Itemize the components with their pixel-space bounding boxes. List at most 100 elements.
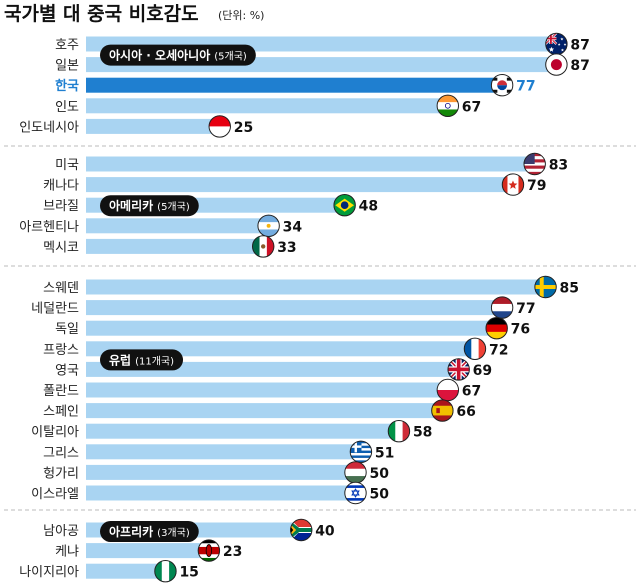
value-label: 87: [570, 38, 589, 54]
region-count: (5개국): [157, 201, 190, 213]
value-label: 58: [413, 425, 432, 441]
region-badge-bg: [100, 349, 184, 371]
spain-flag-icon: [431, 399, 454, 422]
value-label: 83: [549, 158, 568, 174]
country-label: 이탈리아: [31, 425, 79, 440]
country-label: 일본: [55, 59, 79, 74]
country-label: 프랑스: [43, 343, 79, 358]
bar-row: 나이지리아 15: [19, 560, 199, 583]
country-label: 아르헨티나: [19, 220, 79, 235]
region-count: (5개국): [214, 51, 247, 63]
region-name: 유럽: [109, 353, 131, 367]
poland-flag-icon: [436, 378, 460, 402]
value-label: 76: [511, 322, 530, 338]
hungary-flag-icon: [344, 461, 367, 484]
country-label: 브라질: [43, 199, 79, 214]
uk-flag-icon: [447, 358, 470, 381]
nigeria-flag-icon: [154, 560, 177, 583]
country-label: 인도네시아: [19, 120, 79, 135]
bar-row: 프랑스 72: [43, 337, 508, 360]
value-label: 85: [560, 281, 579, 297]
netherlands-flag-icon: [490, 296, 514, 319]
bar-row: 스페인 66: [43, 399, 476, 422]
country-label: 미국: [55, 158, 79, 173]
country-label: 스페인: [43, 405, 79, 420]
country-label: 네덜란드: [31, 302, 79, 317]
value-label: 67: [462, 99, 481, 115]
country-label: 나이지리아: [19, 565, 79, 580]
country-label: 이스라엘: [31, 487, 79, 502]
bar-row: 캐나다 79: [43, 173, 546, 196]
region-badge: 아프리카 (3개국): [100, 521, 199, 542]
region-group: 남아공 40 케냐 23 나이지리아 15 아프리카 (3개국): [19, 518, 335, 583]
country-label: 스웨덴: [43, 281, 79, 296]
country-label: 남아공: [43, 524, 79, 539]
bar-row: 이탈리아 58: [31, 420, 432, 443]
value-label: 25: [234, 120, 253, 136]
bar-row: 그리스 51: [43, 440, 394, 463]
value-label: 67: [462, 384, 481, 400]
region-badge-bg: [100, 195, 199, 217]
value-label: 51: [375, 445, 394, 461]
country-label: 인도: [55, 100, 79, 115]
bar: [86, 156, 537, 172]
country-label: 헝가리: [43, 466, 79, 481]
brazil-flag-icon: [333, 194, 356, 217]
indonesia-flag-icon: [208, 115, 231, 138]
bar-row: 헝가리 50: [43, 461, 389, 484]
india-flag-icon: [436, 94, 460, 118]
bar: [86, 444, 363, 460]
bar: [86, 238, 266, 254]
value-label: 33: [277, 240, 296, 256]
region-name: 아시아 · 오세아니아: [109, 48, 210, 63]
region-name: 아메리카: [109, 198, 153, 213]
value-label: 69: [473, 363, 492, 379]
greece-flag-icon: [349, 440, 373, 463]
bar-row: 미국 83: [55, 152, 568, 176]
bar-row: 브라질 48: [43, 194, 378, 217]
region-group: 호주 87 일본 87 한국 77 인도 67 인도네시아 25 아시아 · 오세아니아 (5개국): [19, 32, 590, 138]
france-flag-icon: [463, 337, 487, 360]
chart-title: 국가별 대 중국 비호감도: [4, 3, 199, 25]
value-label: 23: [223, 544, 242, 560]
bar: [86, 320, 499, 336]
bar-row: 아르헨티나 34: [19, 214, 302, 238]
value-label: 15: [179, 565, 198, 581]
bar: [86, 218, 271, 234]
country-label: 호주: [55, 38, 79, 53]
bar-row: 멕시코 33: [43, 235, 297, 258]
canada-flag-icon: [501, 173, 525, 196]
country-label: 캐나다: [43, 179, 79, 194]
bar: [86, 177, 515, 193]
korea-flag-icon: [490, 74, 514, 97]
value-label: 87: [570, 58, 589, 74]
kenya-flag-icon: [197, 539, 221, 562]
region-badge-bg: [100, 44, 256, 66]
value-label: 48: [359, 199, 378, 215]
plot-area: 호주 87 일본 87 한국 77 인도 67 인도네시아 25 아시아 · 오세아니아 (5개국)…: [4, 32, 636, 583]
region-badge: 아시아 · 오세아니아 (5개국): [100, 44, 256, 66]
bar-row: 이스라엘 50: [31, 481, 390, 505]
bar-row: 한국 77: [55, 74, 536, 97]
bar: [86, 543, 211, 559]
japan-flag-icon: [545, 53, 568, 76]
bar: [86, 382, 450, 398]
country-label: 독일: [55, 322, 79, 337]
region-badge: 유럽 (11개국): [100, 349, 184, 371]
bar: [86, 423, 401, 439]
value-label: 77: [516, 301, 535, 317]
region-badge: 아메리카 (5개국): [100, 195, 199, 217]
bar-row: 인도네시아 25: [19, 115, 253, 138]
bar: [86, 98, 450, 114]
unit-note: (단위: %): [218, 9, 264, 22]
country-label: 그리스: [43, 446, 79, 461]
bar-row: 네덜란드 77: [31, 296, 536, 319]
region-name: 아프리카: [109, 524, 153, 539]
region-group: 스웨덴 85 네덜란드 77 독일 76 프랑스 72 영국 69 폴란드 67 스페인 66 이탈리아 58…: [31, 275, 579, 505]
usa-flag-icon: [523, 152, 546, 176]
germany-flag-icon: [485, 317, 508, 340]
country-label: 폴란드: [43, 384, 79, 399]
bar-row: 스웨덴 85: [43, 275, 579, 299]
value-label: 50: [370, 487, 390, 503]
